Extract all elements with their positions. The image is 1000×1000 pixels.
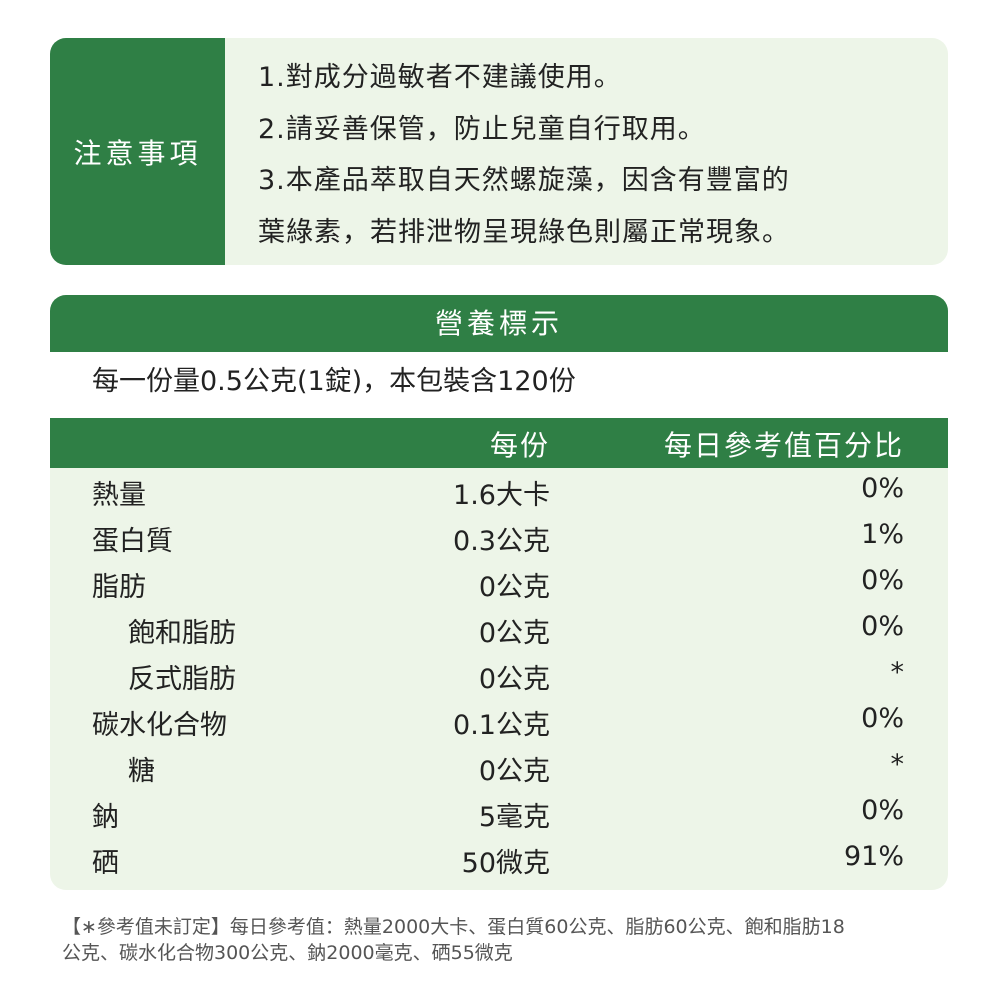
footnote-line: 公克、碳水化合物300公克、鈉2000毫克、硒55微克 [62, 942, 513, 964]
table-row: 蛋白質 0.3公克 1% [50, 519, 948, 565]
daily-value-percent: 0% [861, 565, 904, 596]
nutrient-name: 脂肪 [92, 572, 146, 603]
per-serving-value: 50微克 [461, 848, 550, 879]
col-per-serving: 每份 [489, 429, 550, 462]
table-row: 碳水化合物 0.1公克 0% [50, 703, 948, 749]
per-serving-value: 0公克 [478, 572, 550, 603]
table-row: 反式脂肪 0公克 * [50, 657, 948, 703]
per-serving-value: 0.3公克 [453, 526, 550, 557]
caution-line: 1.對成分過敏者不建議使用。 [258, 62, 622, 93]
caution-line: 2.請妥善保管，防止兒童自行取用。 [258, 113, 706, 145]
daily-value-percent: * [890, 749, 905, 780]
table-row: 熱量 1.6大卡 0% [50, 473, 948, 519]
serving-info: 每一份量0.5公克(1錠)，本包裝含120份 [50, 352, 948, 418]
nutrient-name: 熱量 [92, 480, 146, 511]
daily-value-percent: 0% [861, 473, 904, 504]
daily-value-percent: * [890, 657, 905, 688]
table-row: 飽和脂肪 0公克 0% [50, 611, 948, 657]
nutrition-panel: 營養標示 每一份量0.5公克(1錠)，本包裝含120份 每份 每日參考值百分比 … [50, 295, 948, 890]
nutrient-name: 反式脂肪 [128, 664, 236, 695]
nutrient-name: 糖 [128, 756, 155, 787]
daily-value-percent: 1% [861, 519, 904, 550]
col-daily-value: 每日參考值百分比 [663, 429, 904, 462]
per-serving-value: 0.1公克 [453, 710, 550, 741]
per-serving-value: 0公克 [478, 756, 550, 787]
daily-value-percent: 91% [843, 841, 904, 872]
footnote-line: 【∗參考值未訂定】每日參考值：熱量2000大卡、蛋白質60公克、脂肪60公克、飽… [62, 916, 845, 938]
table-row: 鈉 5毫克 0% [50, 795, 948, 841]
table-row: 硒 50微克 91% [50, 841, 948, 887]
nutrient-name: 硒 [92, 848, 119, 879]
nutrient-name: 碳水化合物 [92, 710, 227, 741]
daily-value-percent: 0% [861, 703, 904, 734]
nutrient-name: 蛋白質 [92, 526, 173, 557]
caution-box: 注意事項 1.對成分過敏者不建議使用。 2.請妥善保管，防止兒童自行取用。 3.… [50, 38, 948, 265]
column-header: 每份 每日參考值百分比 [50, 418, 948, 468]
daily-value-percent: 0% [861, 795, 904, 826]
table-row: 糖 0公克 * [50, 749, 948, 795]
table-row: 脂肪 0公克 0% [50, 565, 948, 611]
caution-line: 3.本產品萃取自天然螺旋藻，因含有豐富的 [258, 165, 790, 196]
nutrition-title: 營養標示 [50, 295, 948, 352]
per-serving-value: 1.6大卡 [453, 480, 550, 511]
nutrient-name: 飽和脂肪 [128, 618, 236, 649]
footnote: 【∗參考值未訂定】每日參考值：熱量2000大卡、蛋白質60公克、脂肪60公克、飽… [62, 914, 942, 966]
per-serving-value: 0公克 [478, 618, 550, 649]
nutrient-name: 鈉 [92, 802, 119, 833]
caution-lines: 1.對成分過敏者不建議使用。 2.請妥善保管，防止兒童自行取用。 3.本產品萃取… [258, 52, 790, 258]
caution-line: 葉綠素，若排泄物呈現綠色則屬正常現象。 [258, 216, 790, 248]
per-serving-value: 0公克 [478, 664, 550, 695]
per-serving-value: 5毫克 [478, 802, 550, 833]
caution-label: 注意事項 [50, 38, 225, 265]
daily-value-percent: 0% [861, 611, 904, 642]
